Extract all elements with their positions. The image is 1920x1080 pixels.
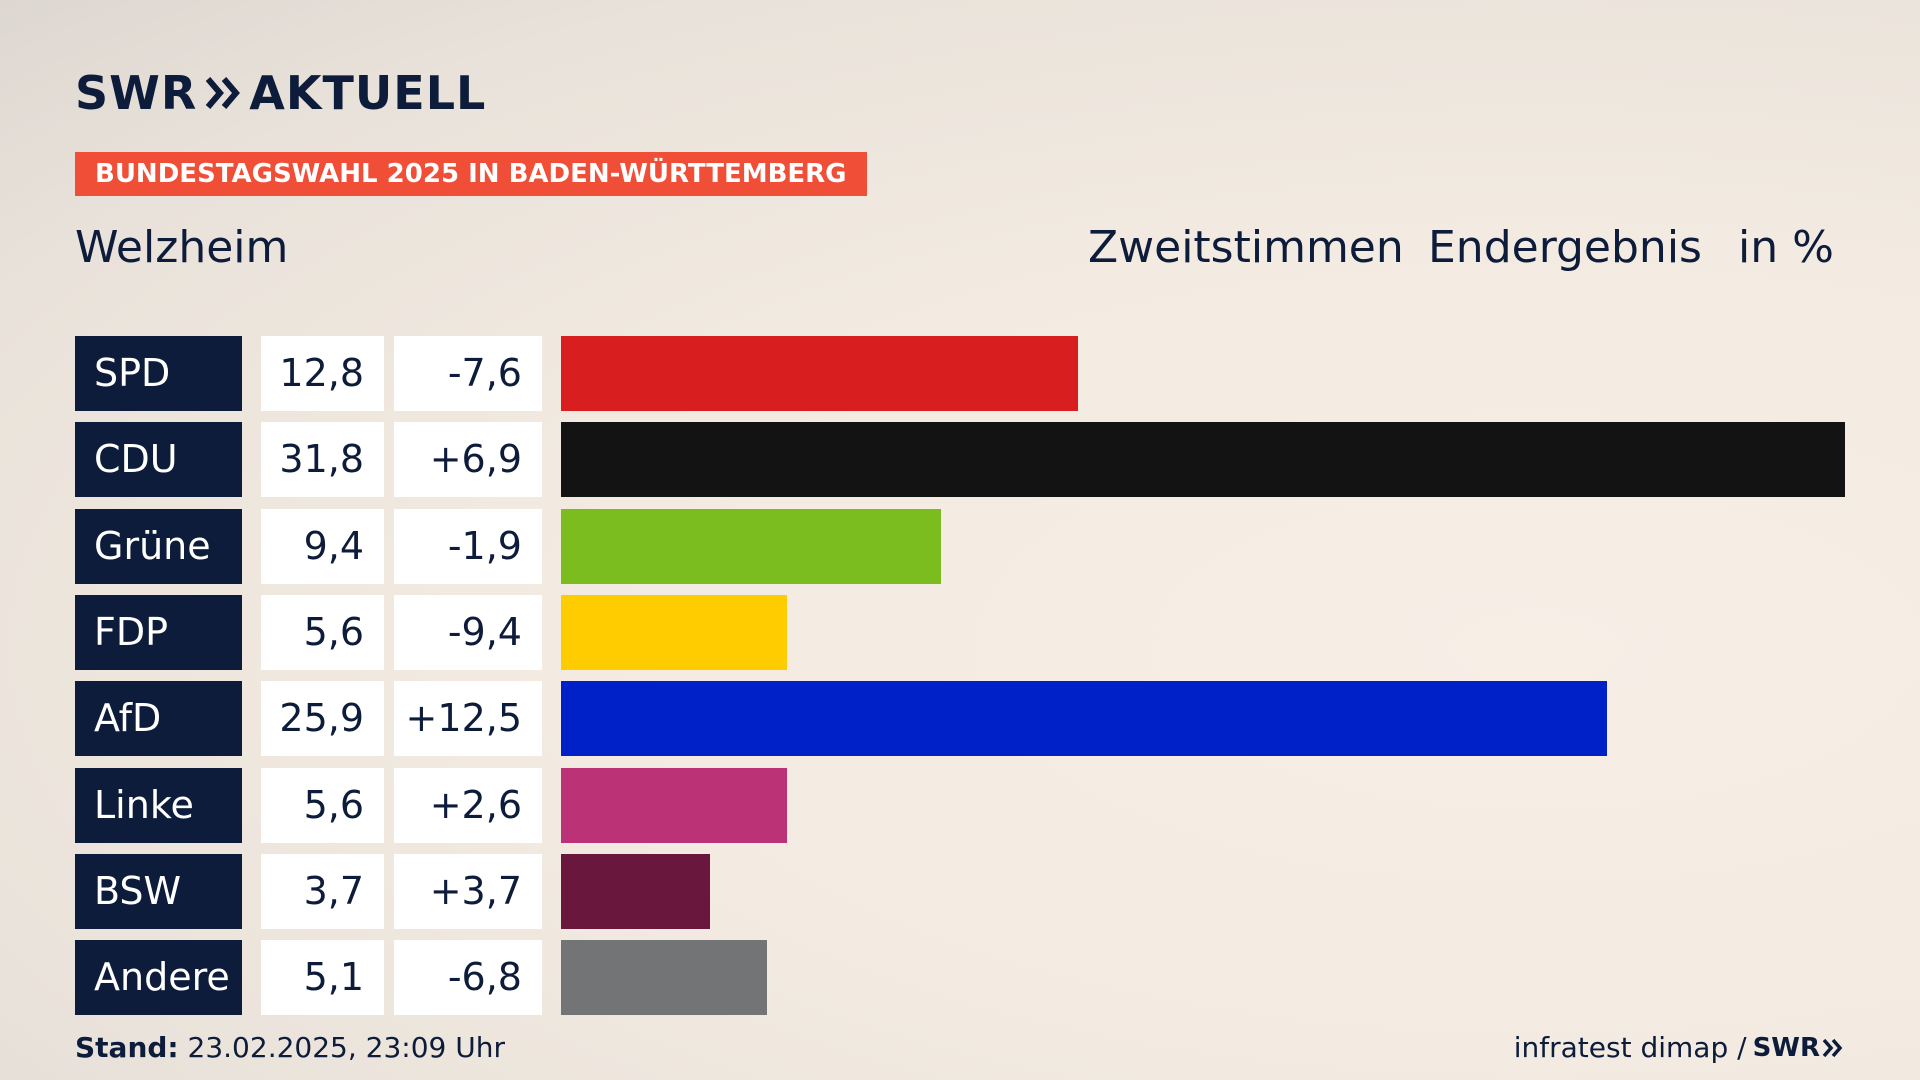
source-chevron-icon	[1822, 1038, 1843, 1058]
stand-label: Stand:	[75, 1031, 179, 1064]
vote-change: -1,9	[394, 508, 542, 584]
vote-share: 5,1	[261, 940, 384, 1016]
party-label: Grüne	[75, 508, 242, 584]
stand-value: 23.02.2025, 23:09 Uhr	[187, 1031, 505, 1064]
party-label: AfD	[75, 681, 242, 757]
result-bar	[561, 422, 1845, 498]
vote-share: 5,6	[261, 594, 384, 670]
party-label: Andere	[75, 940, 242, 1016]
vote-share: 3,7	[261, 853, 384, 929]
logo-swr-text: SWR	[75, 66, 198, 120]
vote-share: 9,4	[261, 508, 384, 584]
vote-share: 31,8	[261, 422, 384, 498]
source-credit: infratest dimap / SWR	[1514, 1030, 1844, 1066]
vote-share: 12,8	[261, 336, 384, 411]
vote-change: +2,6	[394, 767, 542, 843]
vote-change: +6,9	[394, 422, 542, 498]
vote-change: +3,7	[394, 853, 542, 929]
election-banner: BUNDESTAGSWAHL 2025 IN BADEN-WÜRTTEMBERG	[75, 152, 867, 196]
result-bar	[561, 336, 1078, 411]
result-bar	[561, 767, 788, 843]
vote-change: +12,5	[394, 681, 542, 757]
source-swr-logo: SWR	[1753, 1030, 1844, 1066]
result-bar	[561, 940, 767, 1016]
result-bar	[561, 508, 941, 584]
result-bar	[561, 853, 711, 929]
party-label: CDU	[75, 422, 242, 498]
column-header-unit: in %	[1738, 222, 1834, 273]
column-header-status: Endergebnis	[1428, 222, 1702, 273]
vote-share: 25,9	[261, 681, 384, 757]
column-header-type: Zweitstimmen	[1088, 222, 1404, 273]
source-text: infratest dimap /	[1513, 1031, 1747, 1064]
vote-change: -6,8	[394, 940, 542, 1016]
timestamp: Stand: 23.02.2025, 23:09 Uhr	[75, 1030, 505, 1066]
vote-change: -7,6	[394, 336, 542, 411]
party-label: Linke	[75, 767, 242, 843]
party-label: BSW	[75, 853, 242, 929]
vote-change: -9,4	[394, 594, 542, 670]
vote-share: 5,6	[261, 767, 384, 843]
party-label: FDP	[75, 594, 242, 670]
party-label: SPD	[75, 336, 242, 411]
source-swr-text: SWR	[1752, 1033, 1820, 1063]
chevron-double-icon	[205, 76, 241, 110]
logo-aktuell-text: AKTUELL	[249, 66, 487, 120]
result-bar	[561, 681, 1607, 757]
result-bar	[561, 594, 788, 670]
place-title: Welzheim	[75, 222, 289, 273]
swr-aktuell-logo: SWR AKTUELL	[75, 66, 486, 120]
